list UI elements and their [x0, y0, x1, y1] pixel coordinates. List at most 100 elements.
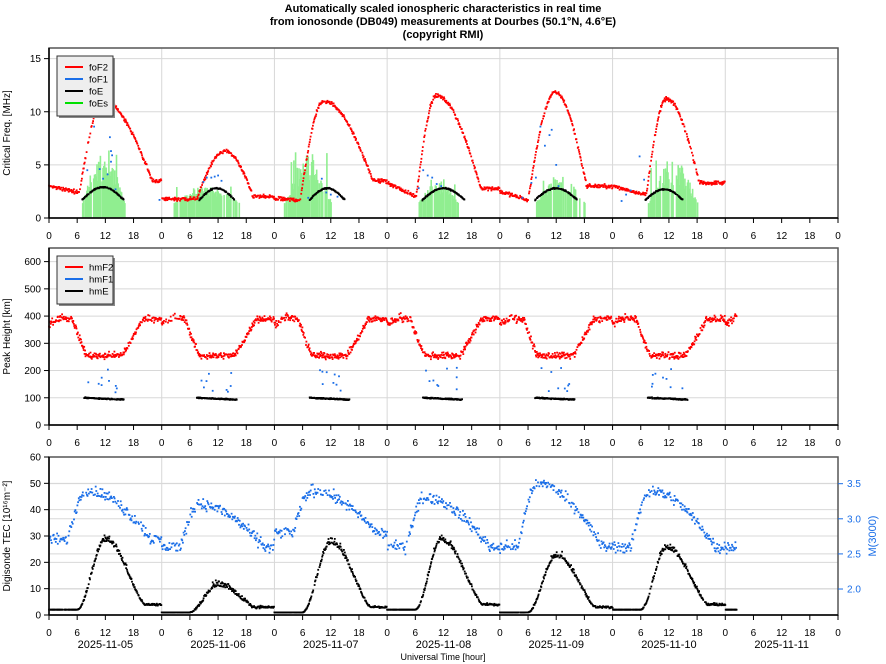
- foF2-point: [713, 180, 716, 183]
- m3000-point: [322, 494, 324, 496]
- hmF2-point: [431, 354, 434, 357]
- foF1-point: [643, 178, 645, 181]
- hmF2-point: [455, 353, 457, 355]
- foEs-bar: [328, 200, 331, 218]
- foEs-bar: [119, 187, 121, 218]
- m3000-point: [393, 544, 395, 547]
- hmF2-point: [129, 342, 132, 344]
- foF2-point: [357, 143, 360, 146]
- foEs-bar: [97, 180, 99, 218]
- foF2-point: [595, 184, 597, 187]
- foF2-point: [547, 100, 550, 103]
- m3000-point: [460, 518, 462, 520]
- hmF2-point: [591, 321, 594, 323]
- hmF2-point: [287, 318, 290, 321]
- hmF2-point: [81, 345, 84, 348]
- foEs-bar: [110, 171, 113, 218]
- hmE-point: [651, 396, 653, 399]
- hmF2-point: [327, 353, 330, 356]
- foF2-point: [273, 195, 275, 198]
- m3000-point: [280, 536, 282, 539]
- hmF2-point: [379, 318, 381, 321]
- hmF1-point: [566, 390, 569, 392]
- m3000-point: [149, 542, 152, 545]
- m3000-point: [441, 501, 444, 504]
- hmF2-point: [613, 325, 616, 328]
- hmF2-point: [705, 315, 708, 318]
- foEs-bar: [226, 194, 229, 218]
- hmF2-point: [465, 341, 468, 344]
- foF2-point: [189, 196, 192, 198]
- hmF2-point: [596, 317, 599, 319]
- foF2-point: [672, 104, 675, 106]
- hmF2-point: [316, 352, 319, 355]
- m3000-point: [62, 536, 65, 539]
- x-tick-label: 18: [804, 231, 816, 242]
- hmF2-point: [595, 318, 598, 321]
- hmF2-point: [404, 315, 407, 318]
- foF2-point: [528, 190, 531, 193]
- foEs-bar: [208, 192, 210, 218]
- hmF2-point: [407, 318, 409, 320]
- foE-point: [212, 187, 215, 190]
- foF1-point: [93, 125, 95, 128]
- m3000-point: [102, 495, 105, 498]
- foF2-point: [308, 143, 311, 146]
- m3000-point: [79, 498, 82, 501]
- hmF1-point: [437, 385, 440, 387]
- m3000-point: [158, 538, 161, 541]
- hmF2-point: [363, 327, 366, 329]
- hmF2-point: [356, 334, 359, 337]
- hmF2-point: [645, 348, 648, 351]
- hmF2-point: [212, 352, 214, 355]
- m3000-point: [160, 536, 163, 539]
- m3000-point: [489, 550, 491, 552]
- hmF2-point: [82, 349, 85, 351]
- foF1-point: [202, 181, 205, 183]
- hmF1-point: [681, 387, 684, 390]
- m3000-point: [184, 527, 187, 530]
- m3000-point: [297, 513, 299, 515]
- hmF2-point: [579, 343, 581, 346]
- foF2-point: [626, 189, 628, 192]
- foF2-point: [332, 102, 335, 105]
- foF2-point: [466, 143, 468, 145]
- foF1-point: [336, 195, 339, 198]
- foEs-bar: [424, 192, 426, 218]
- foF2-point: [220, 152, 223, 154]
- hmF2-point: [275, 320, 278, 322]
- foF2-point: [207, 170, 210, 172]
- foF2-point: [625, 187, 628, 190]
- foF1-point: [320, 177, 323, 180]
- foF2-point: [215, 155, 218, 157]
- hmF2-point: [468, 341, 471, 344]
- hmF2-point: [536, 354, 539, 356]
- hmF2-point: [442, 351, 445, 354]
- hmF2-point: [147, 318, 150, 321]
- m3000-point: [249, 531, 251, 534]
- foF2-point: [243, 171, 245, 174]
- hmF2-point: [254, 319, 257, 322]
- hmF2-point: [160, 322, 163, 325]
- m3000-point: [88, 492, 90, 495]
- m3000-point: [446, 504, 449, 507]
- foF2-point: [370, 175, 373, 178]
- hmF2-point: [620, 320, 622, 322]
- m3000-point: [388, 544, 391, 547]
- x-tick-label: 18: [579, 438, 591, 449]
- hmF2-point: [228, 356, 230, 359]
- m3000-point: [453, 510, 455, 513]
- hmF2-point: [274, 326, 277, 329]
- hmF2-point: [407, 319, 410, 322]
- m3000-point: [450, 505, 453, 508]
- foF2-point: [464, 137, 466, 140]
- foF2-point: [536, 146, 538, 149]
- foF2-point: [176, 200, 179, 202]
- foF2-point: [173, 198, 175, 201]
- foF2-point: [491, 188, 493, 190]
- m3000-point: [135, 520, 138, 523]
- hmF2-point: [424, 352, 427, 355]
- hmE-point: [313, 396, 316, 399]
- foF2-point: [495, 188, 498, 191]
- foF2-point: [533, 161, 535, 163]
